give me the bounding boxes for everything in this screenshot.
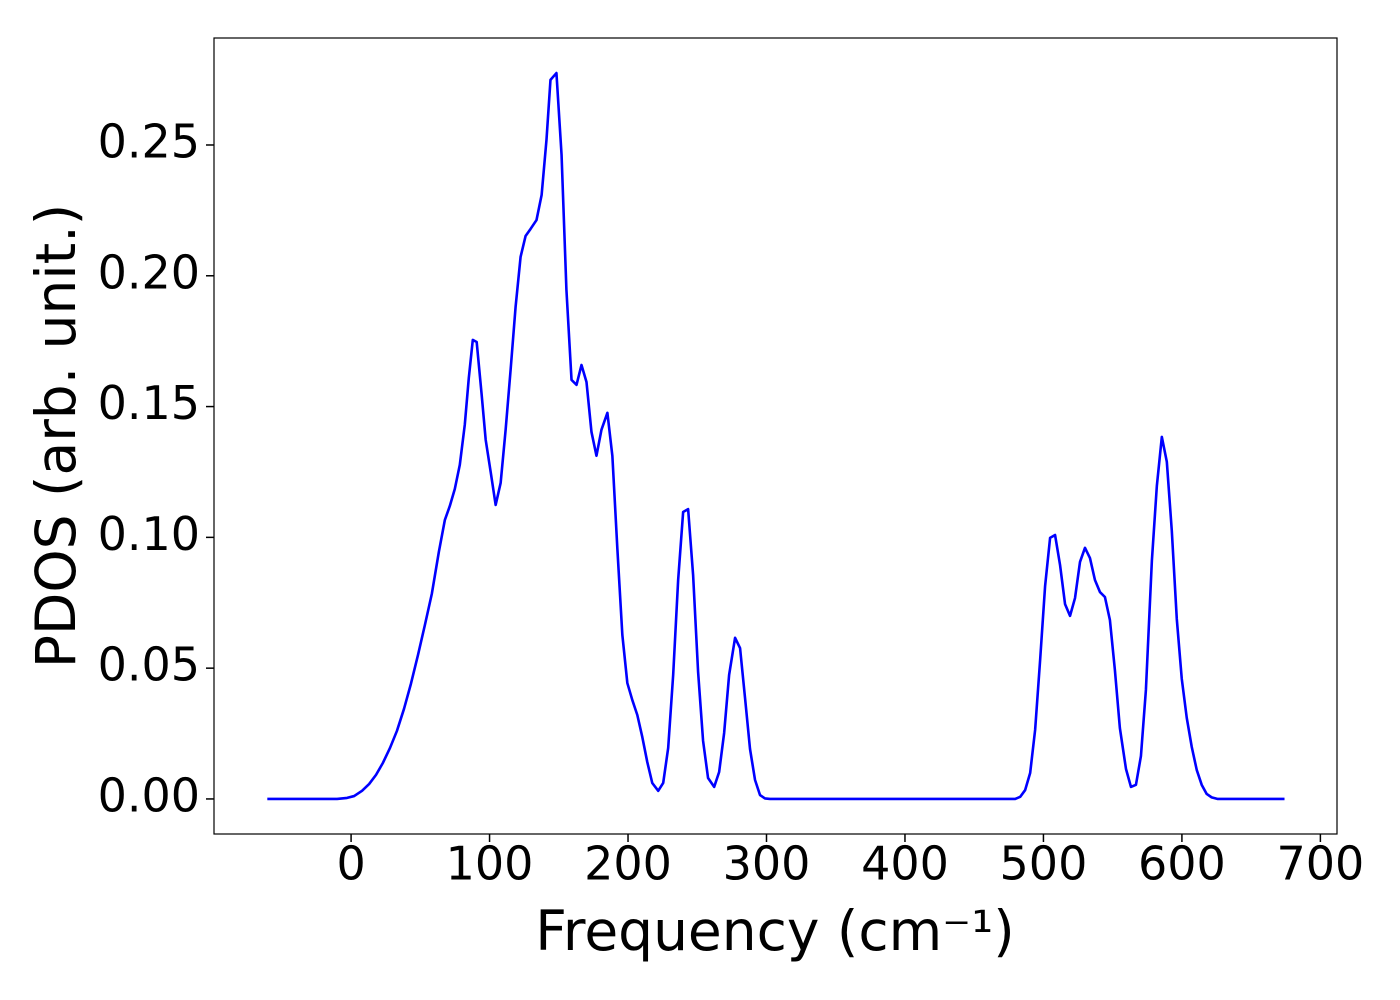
x-tick-label: 400 (861, 837, 949, 891)
y-tick-label: 0.15 (98, 376, 200, 430)
x-tick-label: 600 (1138, 837, 1226, 891)
x-tick-label: 200 (584, 837, 672, 891)
x-tick-label: 0 (336, 837, 365, 891)
plot-frame (213, 37, 1338, 835)
y-tick-label: 0.05 (98, 638, 200, 692)
x-tick-label: 100 (446, 837, 534, 891)
y-tick-label: 0.10 (98, 507, 200, 561)
x-tick-label: 500 (1000, 837, 1088, 891)
y-tick-label: 0.25 (98, 114, 200, 168)
y-tick-label: 0.20 (98, 245, 200, 299)
y-tick-label: 0.00 (98, 768, 200, 822)
y-axis-label: PDOS (arb. unit.) (24, 204, 88, 668)
x-tick-label: 700 (1276, 837, 1364, 891)
x-axis-label: Frequency (cm⁻¹) (535, 899, 1014, 963)
line-series (267, 71, 1285, 801)
x-tick-label: 300 (723, 837, 811, 891)
